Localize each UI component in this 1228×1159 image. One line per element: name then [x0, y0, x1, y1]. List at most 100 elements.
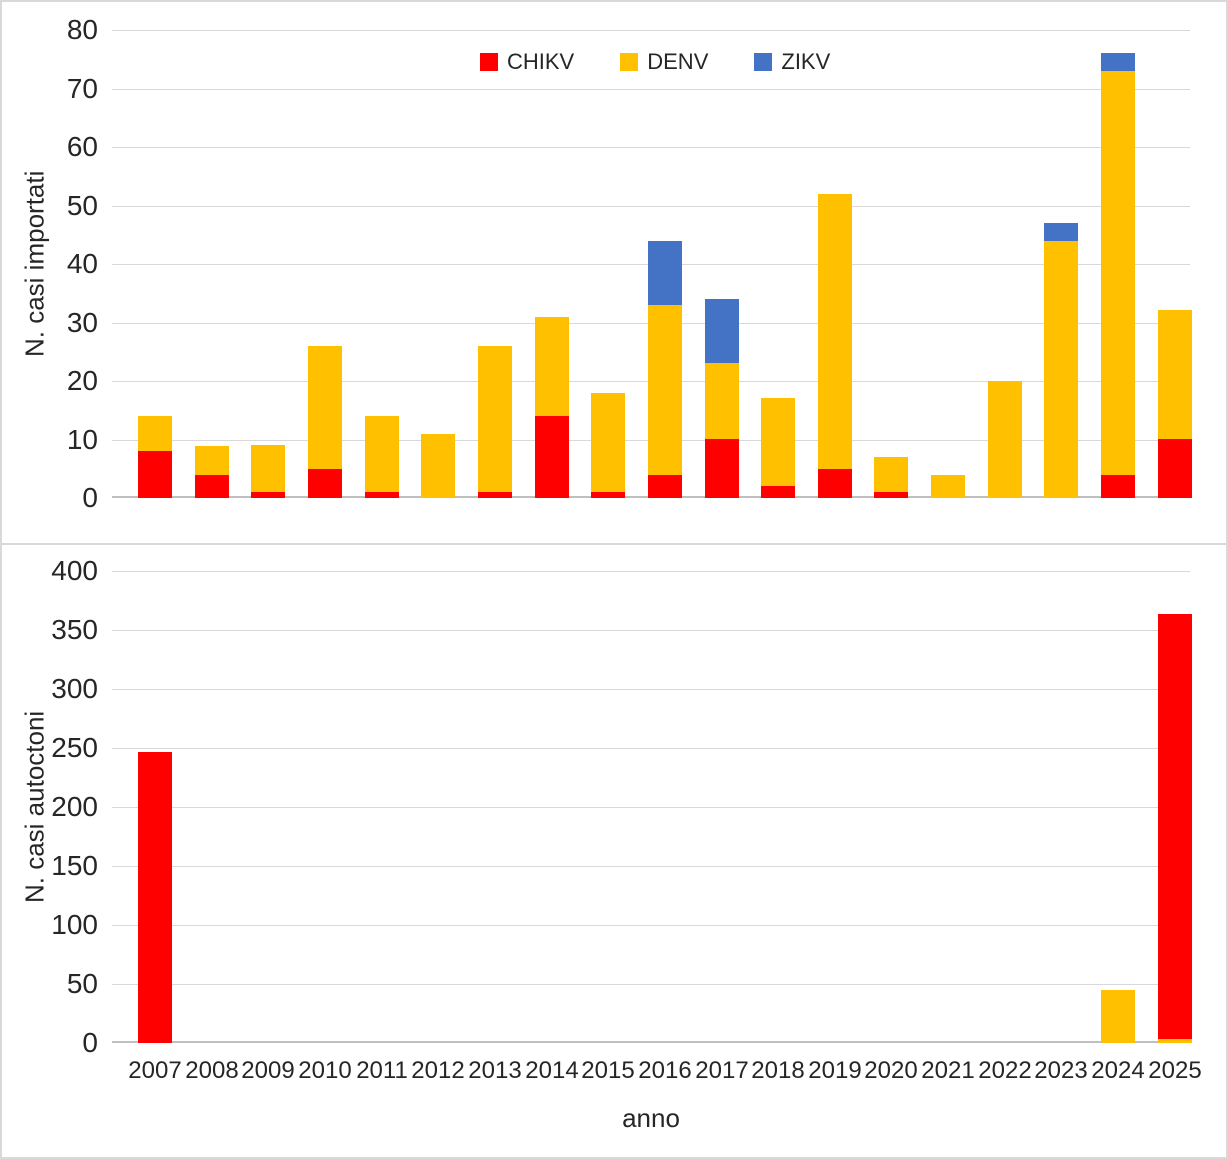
legend-swatch-icon — [754, 53, 773, 71]
bar-segment-chikv-2007 — [138, 752, 172, 1043]
x-tick-label-2015: 2015 — [581, 1057, 635, 1084]
bar-segment-zikv-2017 — [705, 299, 739, 363]
bar-segment-chikv-2008 — [195, 475, 229, 498]
y-tick-label: 400 — [51, 555, 98, 586]
bar-segment-chikv-2010 — [308, 469, 342, 498]
y-tick-label: 350 — [51, 614, 98, 645]
legend-swatch-icon — [620, 53, 639, 71]
bar-segment-denv-2015 — [591, 393, 625, 492]
legend-item-chikv: CHIKV — [480, 49, 574, 75]
legend-label: CHIKV — [507, 49, 575, 74]
bar-segment-chikv-2015 — [591, 492, 625, 498]
y-tick-label: 0 — [82, 1027, 98, 1058]
bar-segment-denv-2012 — [421, 434, 455, 498]
bar-segment-denv-2016 — [648, 305, 682, 475]
y-tick-label: 80 — [66, 14, 98, 45]
y-tick-label: 70 — [66, 73, 98, 104]
x-tick-label-2008: 2008 — [185, 1057, 239, 1084]
bar-segment-chikv-2025 — [1158, 439, 1192, 498]
bar-segment-denv-2013 — [478, 346, 512, 492]
x-tick-label-2017: 2017 — [695, 1057, 749, 1084]
bar-segment-denv-2021 — [931, 475, 965, 498]
gridline — [112, 89, 1190, 90]
bar-segment-zikv-2024 — [1101, 53, 1135, 71]
gridline — [112, 571, 1190, 572]
plot-area-imported — [112, 30, 1192, 498]
x-tick-label-2021: 2021 — [921, 1057, 975, 1084]
bar-segment-chikv-2019 — [818, 469, 852, 498]
y-tick-label: 50 — [66, 190, 98, 221]
gridline — [112, 30, 1190, 31]
y-tick-label: 0 — [82, 482, 98, 513]
y-tick-label: 20 — [66, 365, 98, 396]
bar-segment-chikv-2017 — [705, 439, 739, 498]
bar-segment-denv-2020 — [874, 457, 908, 492]
x-tick-label-2016: 2016 — [638, 1057, 692, 1084]
x-tick-label-2009: 2009 — [241, 1057, 295, 1084]
bar-segment-zikv-2016 — [648, 241, 682, 305]
bar-segment-denv-2018 — [761, 398, 795, 486]
bar-segment-chikv-2014 — [535, 416, 569, 498]
gridline — [112, 866, 1190, 867]
bar-segment-denv-2010 — [308, 346, 342, 469]
x-tick-label-2024: 2024 — [1091, 1057, 1145, 1084]
bar-segment-denv-2022 — [988, 381, 1022, 498]
y-tick-label: 150 — [51, 850, 98, 881]
panel-divider — [2, 543, 1226, 545]
bar-segment-chikv-2018 — [761, 486, 795, 498]
gridline — [112, 748, 1190, 749]
x-tick-label-2014: 2014 — [525, 1057, 579, 1084]
x-axis-line — [112, 1041, 1190, 1043]
bar-segment-chikv-2016 — [648, 475, 682, 498]
gridline — [112, 630, 1190, 631]
x-tick-label-2019: 2019 — [808, 1057, 862, 1084]
x-axis-title: anno — [622, 1103, 680, 1133]
x-tick-label-2023: 2023 — [1034, 1057, 1088, 1084]
bar-segment-denv-2023 — [1044, 241, 1078, 498]
legend-label: ZIKV — [781, 49, 831, 74]
gridline — [112, 147, 1190, 148]
x-tick-label-2010: 2010 — [298, 1057, 352, 1084]
bar-segment-denv-2024 — [1101, 990, 1135, 1043]
bar-segment-denv-2025 — [1158, 1039, 1192, 1043]
x-tick-label-2022: 2022 — [978, 1057, 1032, 1084]
y-tick-label: 200 — [51, 791, 98, 822]
y-tick-label: 40 — [66, 248, 98, 279]
bar-segment-denv-2007 — [138, 416, 172, 451]
bar-segment-chikv-2024 — [1101, 475, 1135, 498]
x-tick-label-2013: 2013 — [468, 1057, 522, 1084]
x-axis-year-labels: 2007 2008 2009 2010 2011 2012 2013 2014 2015 2016… — [112, 1057, 1201, 1087]
bar-segment-denv-2014 — [535, 317, 569, 416]
gridline — [112, 925, 1190, 926]
bar-segment-denv-2017 — [705, 363, 739, 439]
bar-segment-zikv-2023 — [1044, 223, 1078, 241]
x-tick-label-2007: 2007 — [128, 1057, 182, 1084]
bar-segment-denv-2019 — [818, 194, 852, 469]
y-tick-label: 50 — [66, 968, 98, 999]
y-tick-label: 250 — [51, 732, 98, 763]
legend-label: DENV — [647, 49, 709, 74]
x-tick-label-2012: 2012 — [411, 1057, 465, 1084]
bar-segment-denv-2011 — [365, 416, 399, 492]
imported-cases-chart-panel: CHIKV DENV ZIKV N. casi importati 80 70 60 50… — [2, 2, 1226, 543]
bar-segment-chikv-2009 — [251, 492, 285, 498]
y-axis-ticks-autochthonous: 400 350 300 250 200 150 100 50 0 — [2, 555, 98, 1058]
legend-swatch-icon — [480, 53, 498, 71]
bar-segment-denv-2008 — [195, 446, 229, 475]
y-axis-ticks-imported: 80 70 60 50 40 30 20 10 0 — [2, 14, 98, 513]
gridline — [112, 807, 1190, 808]
bar-segment-denv-2024 — [1101, 71, 1135, 475]
legend: CHIKV DENV ZIKV — [480, 49, 830, 75]
bar-segment-denv-2009 — [251, 445, 285, 492]
bar-segment-denv-2025 — [1158, 310, 1192, 439]
bar-segment-chikv-2011 — [365, 492, 399, 498]
y-tick-label: 10 — [66, 424, 98, 455]
x-tick-label-2025: 2025 — [1148, 1057, 1202, 1084]
gridline — [112, 206, 1190, 207]
x-tick-label-2020: 2020 — [864, 1057, 918, 1084]
legend-item-denv: DENV — [620, 49, 708, 75]
autochthonous-cases-chart-panel: N. casi autoctoni 400 350 300 250 200 150 100 5… — [2, 545, 1226, 1155]
gridline — [112, 689, 1190, 690]
x-tick-label-2018: 2018 — [751, 1057, 805, 1084]
bar-segment-chikv-2020 — [874, 492, 908, 498]
